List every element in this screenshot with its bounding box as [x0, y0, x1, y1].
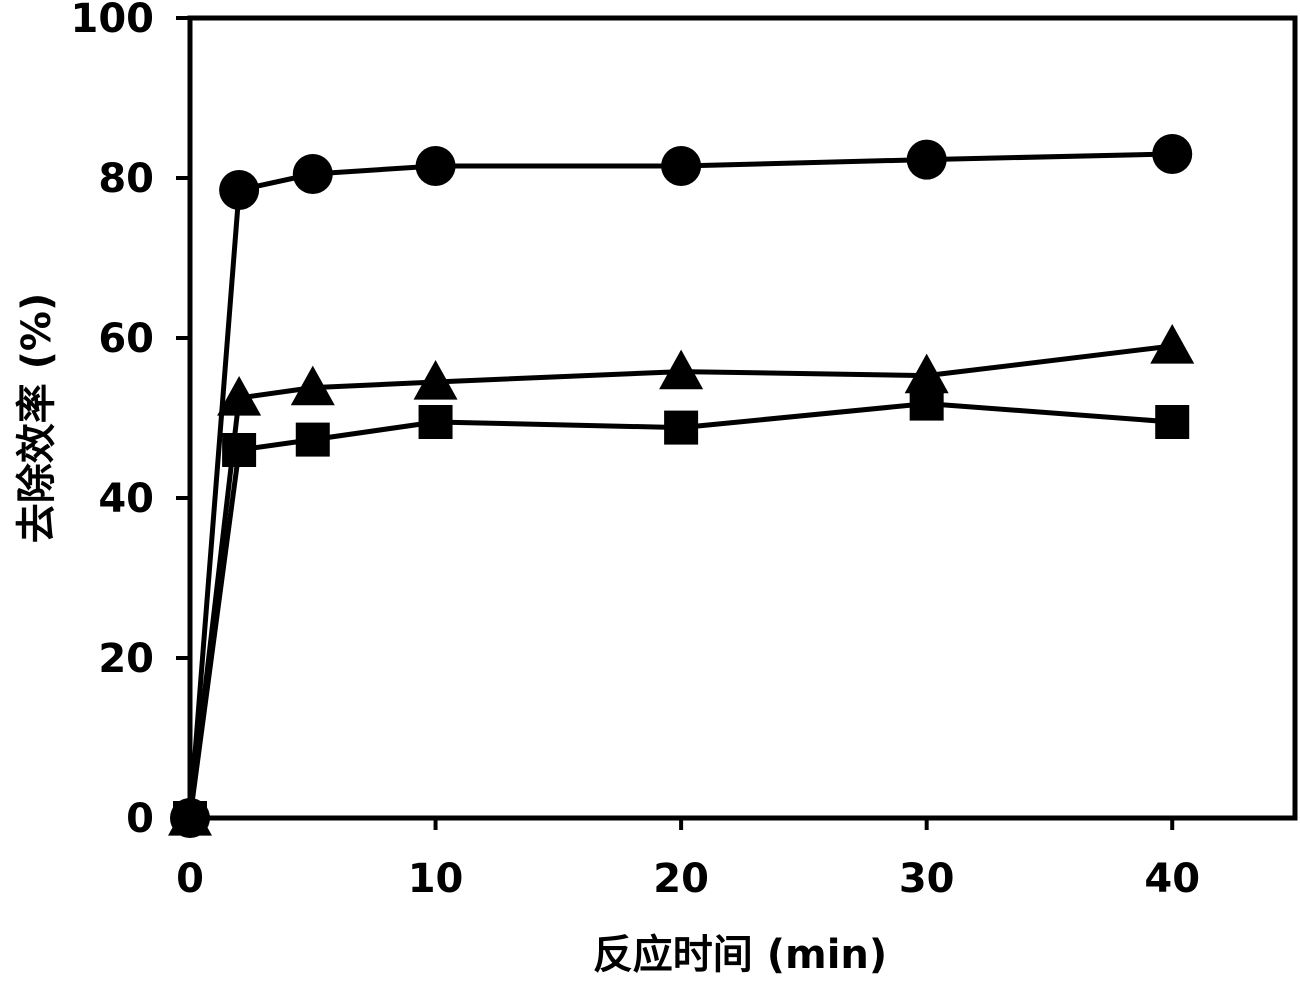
y-tick-label: 80 [98, 156, 154, 202]
data-point-triangle [290, 365, 335, 406]
data-point-circle [292, 154, 333, 194]
data-point-circle [219, 170, 260, 210]
data-point-triangle [904, 353, 949, 394]
data-point-triangle [413, 360, 458, 400]
y-axis-title: 去除效率 (%) [14, 293, 60, 544]
data-point-circle [661, 146, 702, 186]
x-axis-ticks: 0 10 20 30 40 [176, 818, 1200, 902]
y-tick-label: 20 [98, 636, 154, 682]
x-tick-label: 20 [653, 856, 709, 902]
series-circle [170, 134, 1193, 838]
data-point-square [664, 410, 699, 445]
data-point-triangle [659, 349, 704, 390]
x-tick-label: 30 [899, 856, 955, 902]
data-point-triangle [217, 376, 262, 416]
y-tick-label: 40 [98, 476, 154, 522]
plot-frame [187, 15, 1298, 821]
x-axis-title: 反应时间 (min) [593, 932, 887, 978]
data-point-square [418, 405, 453, 439]
y-tick-label: 60 [98, 316, 154, 362]
data-point-square [222, 433, 257, 467]
x-tick-label: 10 [408, 856, 464, 902]
y-axis-ticks: 0 20 40 60 80 100 [71, 0, 190, 842]
series-line [187, 151, 1173, 819]
x-tick-label: 40 [1144, 856, 1200, 902]
data-point-triangle [1150, 324, 1195, 364]
series-line [187, 401, 1173, 819]
data-point-circle [415, 146, 456, 186]
data-point-circle [906, 139, 947, 180]
y-tick-label: 0 [126, 796, 154, 842]
x-tick-label: 0 [176, 856, 204, 902]
series-square [173, 386, 1190, 835]
data-point-square [173, 801, 207, 835]
data-point-square [1155, 405, 1190, 439]
data-point-square [295, 422, 330, 457]
series-layer [168, 134, 1195, 838]
series-triangle [168, 324, 1195, 836]
data-point-square [909, 386, 944, 421]
data-point-circle [1152, 134, 1193, 174]
y-tick-label: 100 [71, 0, 155, 42]
